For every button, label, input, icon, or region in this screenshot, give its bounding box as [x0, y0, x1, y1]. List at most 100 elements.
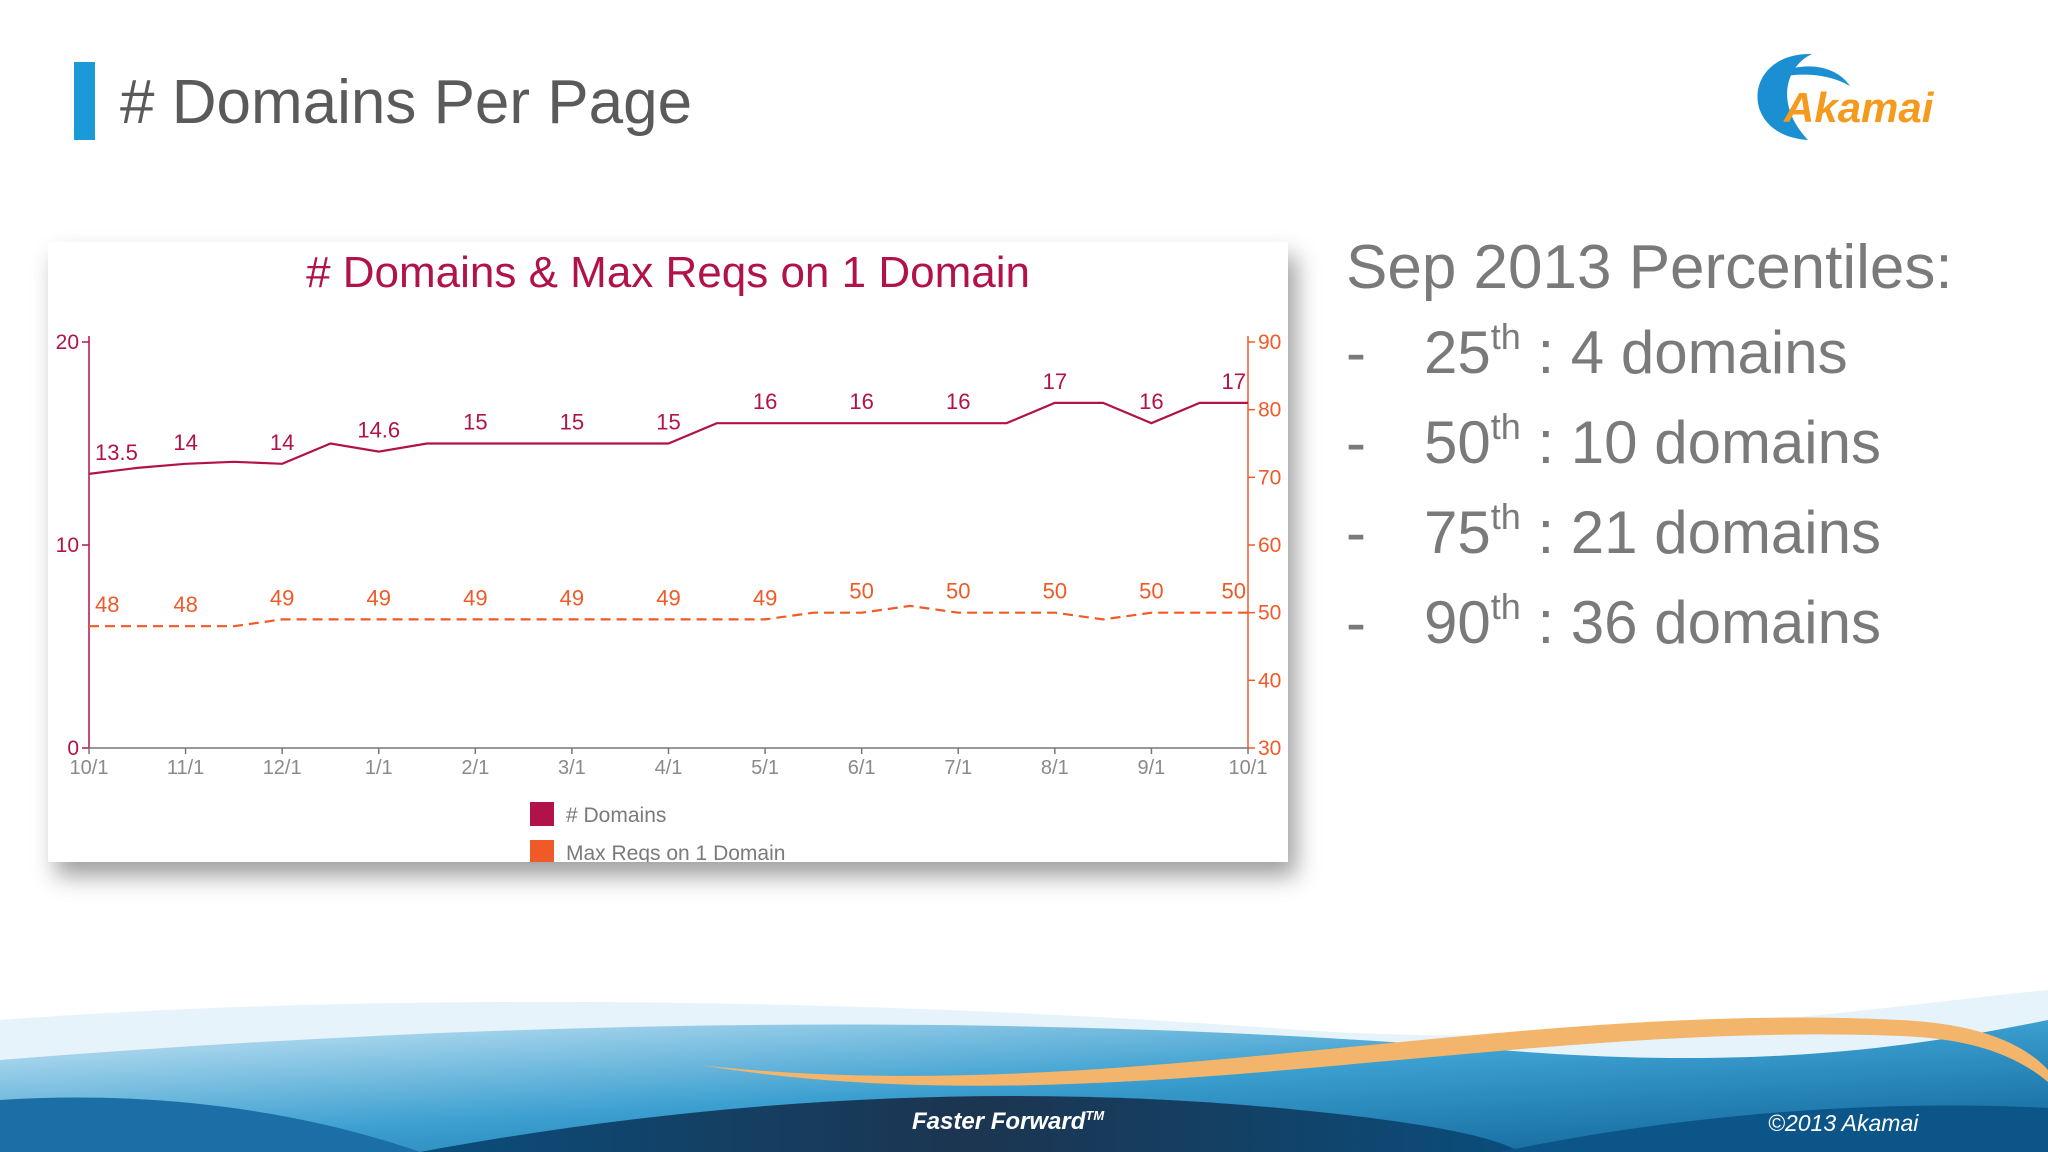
percentile-text: 90th : 36 domains — [1424, 578, 1881, 676]
bullet-dash: - — [1346, 589, 1366, 656]
wave-dark — [420, 1095, 1520, 1152]
data-label: 50 — [1043, 579, 1067, 604]
right-y-tick-label: 70 — [1258, 466, 1281, 489]
left-y-tick-label: 20 — [56, 331, 79, 354]
domains-series-line — [88, 401, 1248, 475]
legend-label: Max Reqs on 1 Domain — [566, 842, 785, 862]
akamai-logo-mark: Akamai — [1757, 53, 1935, 140]
data-label: 49 — [270, 585, 294, 610]
percentile-number: 25 — [1424, 319, 1491, 386]
legend-label: # Domains — [566, 804, 666, 827]
right-y-tick-label: 60 — [1258, 534, 1281, 557]
data-label: 15 — [560, 410, 584, 435]
x-tick-label: 7/1 — [944, 757, 972, 779]
percentile-number: 90 — [1424, 589, 1491, 656]
data-label: 14 — [270, 430, 294, 455]
percentile-text: 50th : 10 domains — [1424, 398, 1881, 496]
data-label: 50 — [1139, 579, 1163, 604]
left-y-tick-label: 0 — [67, 737, 79, 760]
x-tick-label: 1/1 — [365, 757, 393, 779]
domains-chart: # Domains & Max Reqs on 1 Domain 0 10 20 30 4… — [56, 248, 1281, 862]
trademark-mark: TM — [1085, 1108, 1105, 1123]
data-label: 49 — [753, 585, 777, 610]
data-label: 15 — [656, 410, 680, 435]
logo-swoosh-inner — [1768, 66, 1850, 86]
x-tick-label: 12/1 — [263, 757, 302, 779]
x-tick-label: 8/1 — [1041, 757, 1069, 779]
right-y-tick-label: 90 — [1258, 331, 1281, 354]
data-label: 16 — [1139, 389, 1163, 414]
logo-wordmark: Akamai — [1783, 84, 1935, 131]
ordinal-suffix: th — [1490, 586, 1521, 627]
slide-title: # Domains Per Page — [120, 68, 693, 137]
percentile-item: - 90th : 36 domains — [1346, 578, 2026, 668]
percentile-text: 75th : 21 domains — [1424, 488, 1881, 586]
data-label: 14.6 — [357, 418, 400, 443]
data-label: 16 — [946, 389, 970, 414]
percentile-value: : 4 domains — [1520, 319, 1848, 386]
x-tick-label: 2/1 — [461, 757, 489, 779]
data-label: 15 — [463, 410, 487, 435]
right-y-tick-label: 30 — [1258, 737, 1281, 760]
data-label: 49 — [656, 585, 680, 610]
right-y-tick-label: 80 — [1258, 399, 1281, 422]
percentile-number: 50 — [1424, 409, 1491, 476]
data-label: 50 — [1222, 579, 1246, 604]
x-tick-label: 11/1 — [167, 757, 204, 779]
data-label: 49 — [560, 585, 584, 610]
footer-waves — [0, 990, 2048, 1152]
right-y-tick-label: 40 — [1258, 669, 1281, 692]
percentile-value: : 21 domains — [1520, 499, 1881, 566]
percentile-value: : 36 domains — [1520, 589, 1881, 656]
wave-mid — [0, 1020, 2048, 1152]
data-label: 50 — [849, 579, 873, 604]
data-label: 48 — [95, 592, 119, 617]
x-tick-label: 10/1 — [70, 757, 109, 779]
x-tick-label: 9/1 — [1138, 757, 1166, 779]
data-label: 50 — [946, 579, 970, 604]
x-tick-label: 4/1 — [655, 757, 683, 779]
x-tick-label: 6/1 — [848, 757, 876, 779]
tagline-text: Faster Forward — [912, 1108, 1086, 1135]
max-reqs-series-line — [89, 604, 1248, 628]
data-label: 13.5 — [95, 440, 138, 465]
title-accent-bar — [74, 62, 95, 140]
bullet-dash: - — [1346, 409, 1366, 476]
percentile-value: : 10 domains — [1520, 409, 1881, 476]
data-label: 49 — [463, 585, 487, 610]
percentile-text: 25th : 4 domains — [1424, 308, 1848, 406]
data-label: 49 — [367, 585, 391, 610]
left-y-tick-label: 10 — [56, 534, 79, 557]
chart-panel: # Domains & Max Reqs on 1 Domain 0 10 20 30 4… — [48, 242, 1288, 862]
data-label: 16 — [849, 389, 873, 414]
ordinal-suffix: th — [1490, 406, 1521, 447]
bullet-dash: - — [1346, 499, 1366, 566]
data-label: 16 — [753, 389, 777, 414]
percentile-item: - 50th : 10 domains — [1346, 398, 2026, 488]
x-tick-label: 3/1 — [558, 757, 586, 779]
x-tick-label: 5/1 — [751, 757, 779, 779]
chart-title: # Domains & Max Reqs on 1 Domain — [306, 248, 1030, 297]
ordinal-suffix: th — [1490, 316, 1521, 357]
x-tick-label: 10/1 — [1229, 757, 1268, 779]
wave-deep — [1500, 1105, 2048, 1152]
percentile-item: - 75th : 21 domains — [1346, 488, 2026, 578]
footer-tagline: Faster ForwardTM — [912, 1108, 1104, 1136]
akamai-logo: Akamai — [1738, 44, 1960, 148]
footer-copyright: ©2013 Akamai — [1768, 1110, 1919, 1136]
percentiles-list: - 25th : 4 domains - 50th : 10 domains -… — [1346, 308, 2026, 668]
percentile-item: - 25th : 4 domains — [1346, 308, 2026, 398]
bullet-dash: - — [1346, 319, 1366, 386]
data-label: 17 — [1043, 369, 1067, 394]
data-label: 14 — [173, 430, 197, 455]
data-label: 17 — [1222, 369, 1246, 394]
right-y-tick-label: 50 — [1258, 602, 1281, 625]
data-label: 48 — [173, 592, 197, 617]
wave-orange — [700, 1017, 2048, 1086]
logo-swoosh-outer — [1757, 53, 1812, 140]
percentiles-panel: Sep 2013 Percentiles: - 25th : 4 domains… — [1346, 228, 2026, 668]
legend-swatch — [530, 840, 554, 862]
wave-left-deep — [0, 1097, 420, 1152]
legend-swatch — [530, 802, 554, 826]
